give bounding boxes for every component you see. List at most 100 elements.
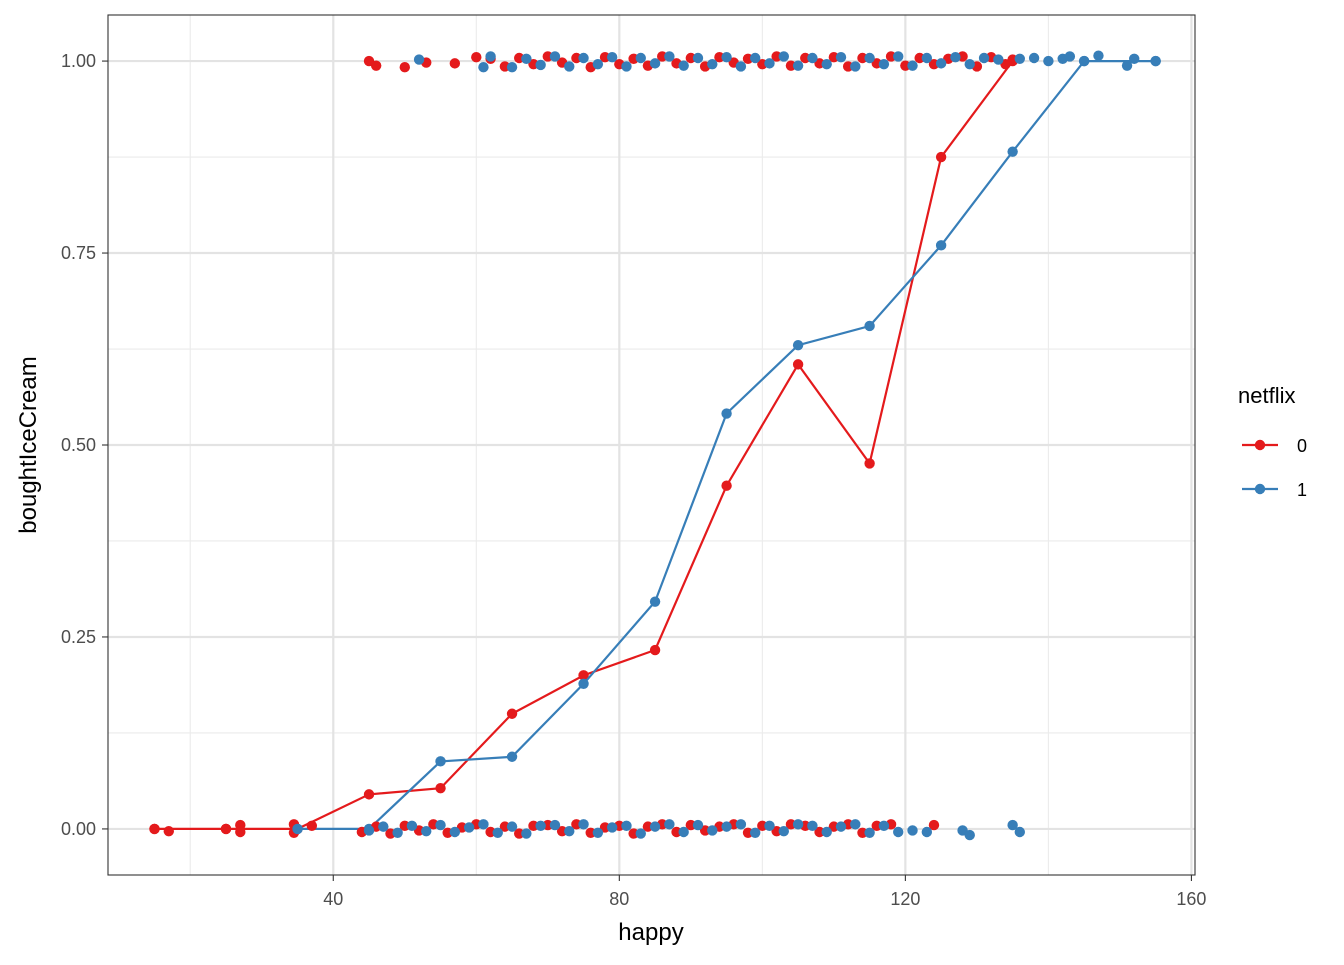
data-point bbox=[535, 59, 546, 71]
data-point bbox=[363, 825, 375, 836]
data-point bbox=[757, 820, 768, 832]
data-point bbox=[499, 821, 511, 832]
data-point bbox=[921, 826, 933, 838]
legend-entries: 01 bbox=[1242, 436, 1307, 500]
data-point bbox=[1014, 826, 1025, 838]
data-point bbox=[735, 819, 747, 830]
data-point bbox=[506, 62, 518, 73]
data-point bbox=[413, 54, 425, 65]
mean-point bbox=[935, 240, 947, 251]
y-tick-label: 1.00 bbox=[61, 51, 96, 71]
data-point bbox=[399, 62, 410, 73]
data-point bbox=[1064, 51, 1076, 62]
mean-point bbox=[864, 320, 875, 332]
data-point bbox=[807, 52, 818, 64]
data-point bbox=[163, 826, 174, 837]
mean-point bbox=[721, 408, 732, 419]
data-point bbox=[564, 826, 575, 837]
data-point bbox=[535, 820, 546, 832]
data-point bbox=[649, 821, 661, 832]
mean-point bbox=[1007, 146, 1018, 157]
mean-point bbox=[721, 480, 732, 491]
points-layer bbox=[149, 50, 1161, 841]
data-point bbox=[978, 52, 990, 64]
data-point bbox=[599, 822, 611, 833]
data-point bbox=[735, 61, 747, 72]
legend-label: 1 bbox=[1297, 480, 1307, 500]
data-point bbox=[835, 52, 847, 63]
mean-point bbox=[649, 644, 661, 656]
data-point bbox=[506, 821, 518, 832]
data-point bbox=[914, 52, 925, 64]
data-point bbox=[707, 825, 718, 836]
legend-entry-1: 1 bbox=[1242, 480, 1307, 500]
data-point bbox=[571, 52, 582, 64]
data-point bbox=[492, 827, 503, 838]
data-point bbox=[435, 819, 446, 831]
x-tick-label: 120 bbox=[890, 889, 920, 909]
x-tick-label: 80 bbox=[609, 889, 629, 909]
data-point bbox=[571, 819, 582, 830]
data-point bbox=[764, 820, 775, 832]
legend-key-point bbox=[1254, 439, 1266, 451]
data-point bbox=[635, 828, 646, 839]
data-point bbox=[864, 52, 875, 64]
data-point bbox=[606, 822, 618, 833]
data-point bbox=[1028, 52, 1040, 64]
x-tick-label: 160 bbox=[1176, 889, 1206, 909]
data-point bbox=[463, 822, 475, 833]
data-point bbox=[778, 826, 789, 837]
data-point bbox=[1093, 50, 1104, 61]
y-tick-label: 0.00 bbox=[61, 819, 96, 839]
mean-point bbox=[792, 339, 804, 351]
legend-title: netflix bbox=[1238, 383, 1295, 408]
data-point bbox=[857, 52, 868, 64]
data-point bbox=[907, 825, 918, 836]
mean-point bbox=[935, 151, 947, 163]
mean-point bbox=[578, 678, 589, 690]
data-point bbox=[664, 51, 675, 62]
data-point bbox=[785, 60, 797, 71]
legend-key-point bbox=[1254, 483, 1266, 495]
data-point bbox=[714, 52, 725, 63]
data-point bbox=[950, 52, 961, 63]
data-point bbox=[864, 827, 875, 838]
data-point bbox=[792, 60, 804, 71]
data-point bbox=[606, 52, 618, 63]
data-point bbox=[835, 821, 847, 832]
data-point bbox=[885, 51, 897, 62]
data-point bbox=[149, 823, 160, 835]
axes-layer: 40 80 120 160 0.00 0.25 0.50 0.75 1.00 bbox=[61, 51, 1206, 909]
data-point bbox=[449, 826, 461, 838]
data-point bbox=[921, 52, 933, 64]
data-point bbox=[721, 52, 732, 63]
data-point bbox=[521, 53, 532, 64]
data-point bbox=[857, 827, 868, 838]
legend: netflix 01 bbox=[1238, 383, 1307, 500]
grid-layer bbox=[108, 15, 1195, 875]
mean-point bbox=[363, 789, 375, 800]
data-point bbox=[692, 52, 704, 64]
data-point bbox=[764, 58, 775, 69]
series-0-points bbox=[149, 51, 1018, 839]
data-point bbox=[964, 829, 975, 841]
data-point bbox=[406, 820, 418, 832]
data-point bbox=[821, 826, 832, 838]
data-point bbox=[542, 51, 554, 62]
data-point bbox=[964, 58, 975, 70]
data-point bbox=[893, 826, 904, 838]
data-point bbox=[621, 820, 632, 832]
data-point bbox=[599, 52, 611, 63]
data-point bbox=[707, 58, 718, 70]
data-point bbox=[878, 58, 890, 70]
data-point bbox=[649, 58, 661, 69]
data-point bbox=[792, 819, 804, 830]
data-point bbox=[592, 827, 604, 838]
data-point bbox=[549, 819, 561, 831]
data-point bbox=[564, 61, 575, 72]
data-point bbox=[821, 58, 832, 70]
data-point bbox=[778, 51, 789, 62]
data-point bbox=[578, 819, 589, 830]
